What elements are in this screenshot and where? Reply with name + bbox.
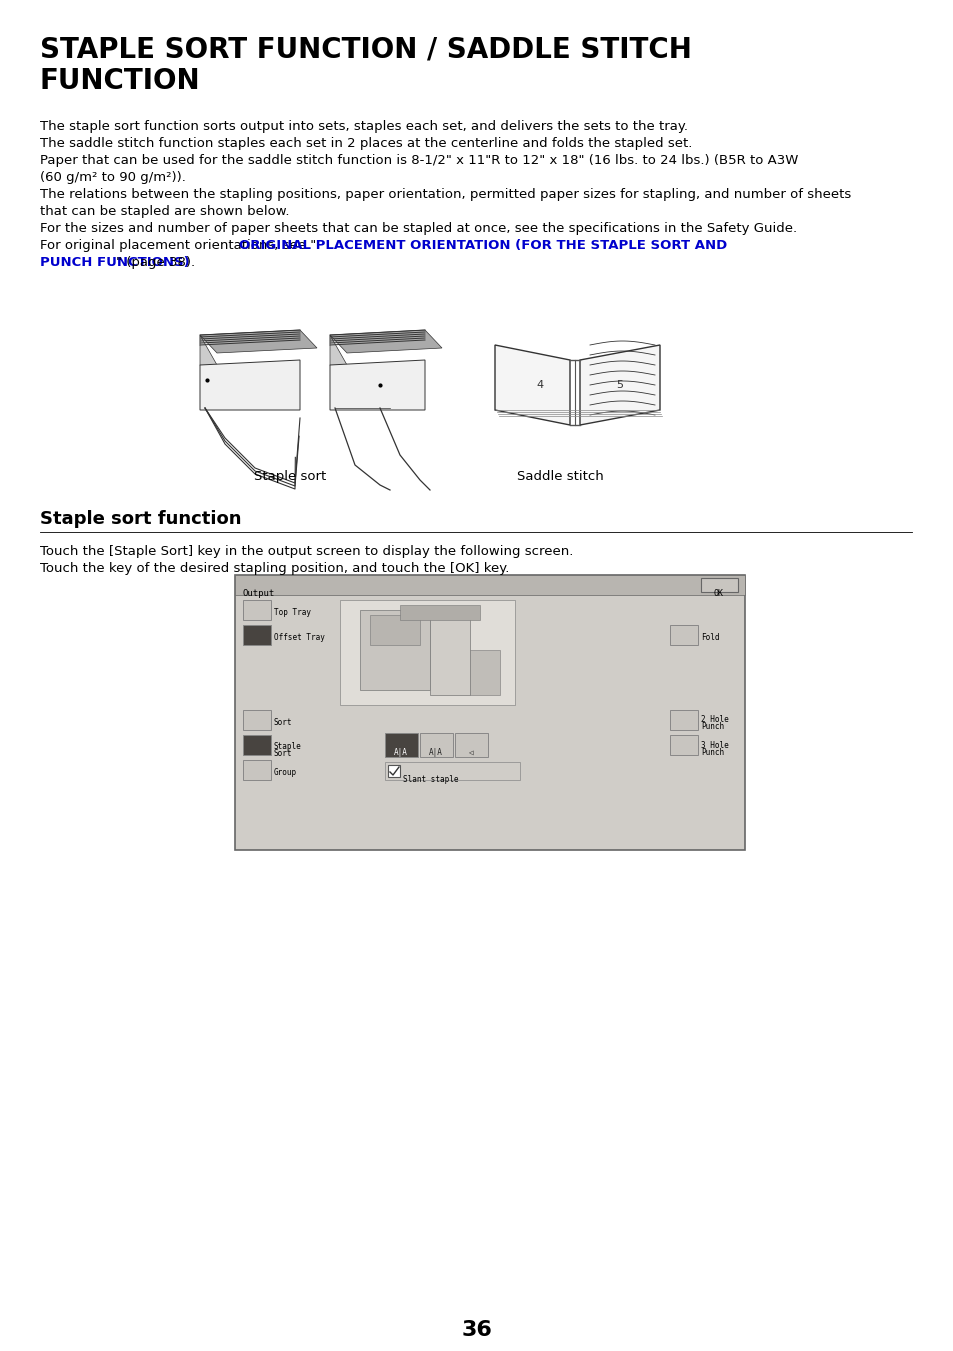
Bar [470,650,499,694]
Text: Slant staple: Slant staple [402,775,458,784]
Text: 36: 36 [461,1320,492,1340]
Polygon shape [200,359,299,409]
Bar [669,626,698,644]
Bar [419,734,453,757]
Text: Staple sort function: Staple sort function [40,509,241,528]
Bar [430,611,470,694]
Text: Staple: Staple [274,742,301,751]
Text: Touch the [Staple Sort] key in the output screen to display the following screen: Touch the [Staple Sort] key in the outpu… [40,544,573,558]
Bar [669,735,698,755]
Text: The saddle stitch function staples each set in 2 places at the centerline and fo: The saddle stitch function staples each … [40,136,692,150]
Bar [399,605,479,620]
Text: A|A: A|A [429,748,442,757]
Bar [455,734,488,757]
Polygon shape [330,335,347,399]
Text: Punch: Punch [700,721,723,731]
Bar [339,600,515,705]
Bar [243,735,271,755]
Text: STAPLE SORT FUNCTION / SADDLE STITCH: STAPLE SORT FUNCTION / SADDLE STITCH [40,35,691,63]
Text: 2 Hole: 2 Hole [700,715,728,724]
Bar [700,578,738,592]
Text: Saddle stitch: Saddle stitch [517,470,602,484]
Polygon shape [330,330,441,353]
Polygon shape [200,335,216,399]
Text: 5: 5 [616,380,623,390]
Text: ◁: ◁ [468,748,473,757]
Bar [243,600,271,620]
Text: Paper that can be used for the saddle stitch function is 8-1/2" x 11"R to 12" x : Paper that can be used for the saddle st… [40,154,798,168]
Text: Fold: Fold [700,634,719,642]
Bar [385,762,519,780]
Polygon shape [200,330,316,353]
Text: PUNCH FUNCTIONS): PUNCH FUNCTIONS) [40,255,190,269]
Text: For original placement orientations, see ": For original placement orientations, see… [40,239,315,253]
Polygon shape [495,345,569,426]
Text: Sort: Sort [274,748,293,758]
Text: ORIGINAL PLACEMENT ORIENTATION (FOR THE STAPLE SORT AND: ORIGINAL PLACEMENT ORIENTATION (FOR THE … [239,239,727,253]
Bar [243,761,271,780]
Bar [370,615,419,644]
Text: The relations between the stapling positions, paper orientation, permitted paper: The relations between the stapling posit… [40,188,850,201]
Text: Top Tray: Top Tray [274,608,311,617]
Text: Sort: Sort [274,717,293,727]
Text: FUNCTION: FUNCTION [40,68,200,95]
Text: (60 g/m² to 90 g/m²)).: (60 g/m² to 90 g/m²)). [40,172,186,184]
Text: 3 Hole: 3 Hole [700,740,728,750]
Bar [243,626,271,644]
Bar [234,576,744,850]
Text: Touch the key of the desired stapling position, and touch the [OK] key.: Touch the key of the desired stapling po… [40,562,509,576]
Bar [385,734,417,757]
Text: A|A: A|A [394,748,408,757]
Polygon shape [330,359,424,409]
Text: OK: OK [713,589,723,598]
Bar [388,765,399,777]
Text: Output: Output [243,589,275,598]
Text: The staple sort function sorts output into sets, staples each set, and delivers : The staple sort function sorts output in… [40,120,687,132]
Text: Offset Tray: Offset Tray [274,634,325,642]
Text: Punch: Punch [700,748,723,757]
Bar [243,711,271,730]
Text: " (page 38).: " (page 38). [116,255,195,269]
Bar [669,711,698,730]
Text: Staple sort: Staple sort [253,470,326,484]
Bar [359,611,430,690]
Polygon shape [579,345,659,426]
Text: Group: Group [274,767,296,777]
Text: 4: 4 [536,380,543,390]
Text: For the sizes and number of paper sheets that can be stapled at once, see the sp: For the sizes and number of paper sheets… [40,222,797,235]
Bar [234,576,744,594]
Text: that can be stapled are shown below.: that can be stapled are shown below. [40,205,289,218]
